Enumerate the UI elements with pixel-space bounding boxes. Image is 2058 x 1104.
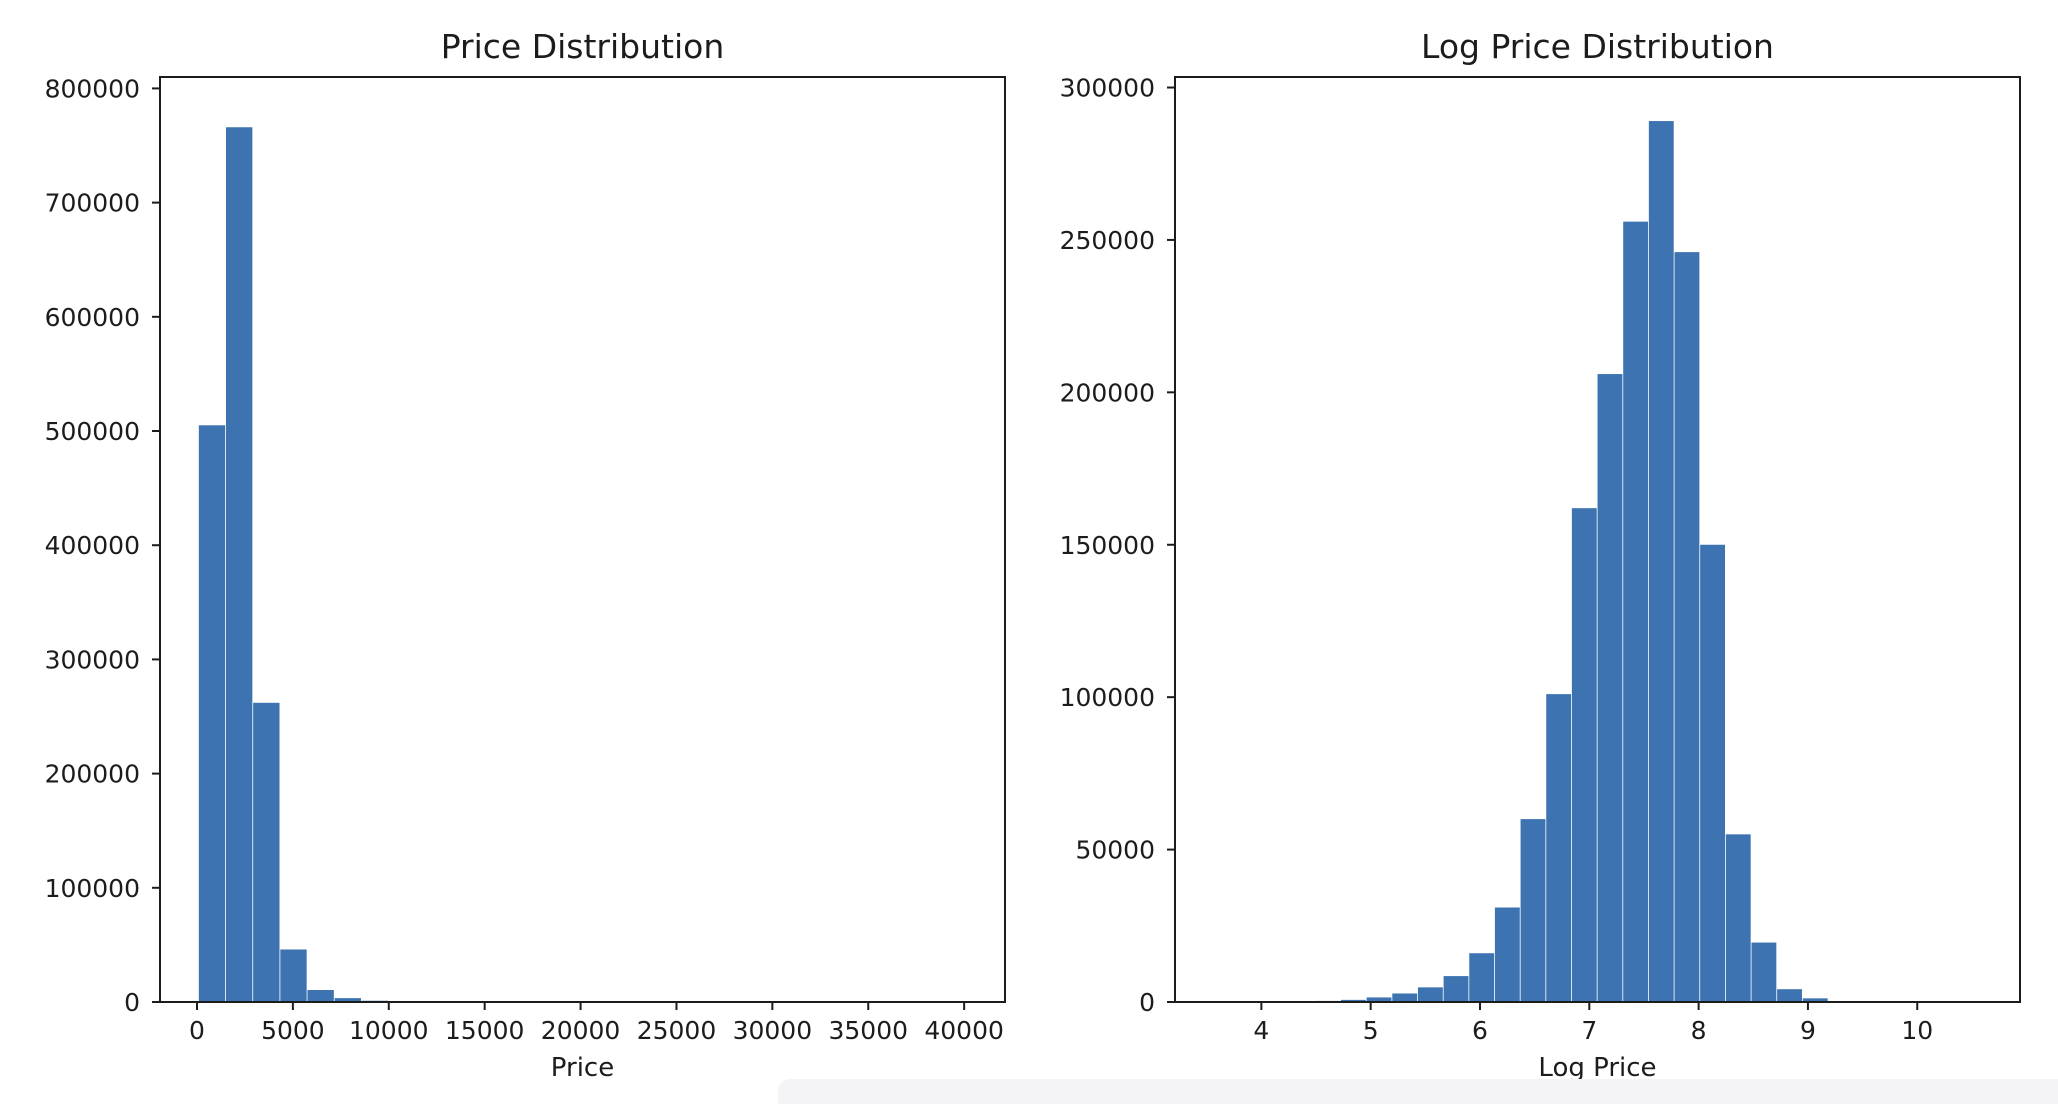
histogram-bar — [1366, 997, 1392, 1002]
histogram-bar — [307, 990, 334, 1002]
right-x-axis-label: Log Price — [1538, 1053, 1657, 1083]
histogram-bar — [334, 998, 361, 1002]
y-tick-label: 200000 — [1060, 378, 1155, 407]
x-tick-label: 4 — [1253, 1016, 1269, 1045]
y-tick-label: 300000 — [45, 645, 140, 674]
y-tick-label: 600000 — [45, 303, 140, 332]
histogram-bar — [1546, 694, 1572, 1002]
left-chart-title: Price Distribution — [440, 27, 725, 66]
x-tick-label: 10 — [1901, 1016, 1933, 1045]
histogram-bar — [1648, 121, 1674, 1003]
x-tick-label: 5 — [1363, 1016, 1379, 1045]
x-tick-label: 30000 — [733, 1016, 813, 1045]
x-tick-label: 15000 — [445, 1016, 525, 1045]
y-tick-label: 0 — [124, 988, 140, 1017]
histogram-bar — [1443, 976, 1469, 1002]
y-tick-label: 400000 — [45, 531, 140, 560]
x-tick-label: 10000 — [349, 1016, 429, 1045]
histogram-bar — [1700, 544, 1726, 1002]
y-tick-label: 0 — [1139, 988, 1155, 1017]
x-tick-label: 0 — [189, 1016, 205, 1045]
histogram-bar — [1571, 508, 1597, 1002]
x-tick-label: 5000 — [261, 1016, 325, 1045]
y-tick-label: 100000 — [45, 874, 140, 903]
histogram-bar — [280, 949, 307, 1002]
histogram-bar — [1392, 993, 1418, 1002]
histogram-bar — [1494, 907, 1520, 1002]
histogram-bar — [1777, 989, 1802, 1002]
x-tick-label: 40000 — [924, 1016, 1004, 1045]
histogram-bar — [1340, 999, 1366, 1002]
histogram-bar — [1674, 252, 1700, 1002]
axes-frame — [1174, 76, 2021, 1003]
left-x-axis-label: Price — [550, 1053, 615, 1083]
y-tick-label: 200000 — [45, 760, 140, 789]
y-tick-label: 800000 — [45, 74, 140, 103]
histogram-bar — [1417, 987, 1443, 1002]
histogram-bar — [253, 702, 280, 1002]
histogram-bar — [225, 127, 253, 1002]
x-tick-label: 8 — [1691, 1016, 1707, 1045]
histogram-bar — [198, 425, 226, 1002]
histogram-bar — [1597, 374, 1623, 1002]
x-tick-label: 25000 — [637, 1016, 717, 1045]
window-edge-strip — [778, 1079, 2058, 1104]
histogram-bar — [1725, 834, 1751, 1002]
histogram-bar — [1802, 998, 1828, 1002]
right-chart-title: Log Price Distribution — [1421, 27, 1774, 66]
x-tick-label: 20000 — [541, 1016, 621, 1045]
axes-frame — [159, 76, 1006, 1003]
x-tick-label: 9 — [1800, 1016, 1816, 1045]
y-tick-label: 150000 — [1060, 531, 1155, 560]
y-tick-label: 500000 — [45, 417, 140, 446]
y-tick-label: 700000 — [45, 189, 140, 218]
y-tick-label: 300000 — [1060, 74, 1155, 103]
y-tick-label: 100000 — [1060, 683, 1155, 712]
x-tick-label: 35000 — [828, 1016, 908, 1045]
x-tick-label: 6 — [1472, 1016, 1488, 1045]
histogram-bar — [1469, 953, 1495, 1002]
x-tick-label: 7 — [1581, 1016, 1597, 1045]
histogram-bar — [1520, 819, 1546, 1002]
histogram-bar — [1623, 221, 1649, 1002]
histogram-bar — [1751, 942, 1777, 1002]
y-tick-label: 50000 — [1075, 836, 1155, 865]
y-tick-label: 250000 — [1060, 226, 1155, 255]
